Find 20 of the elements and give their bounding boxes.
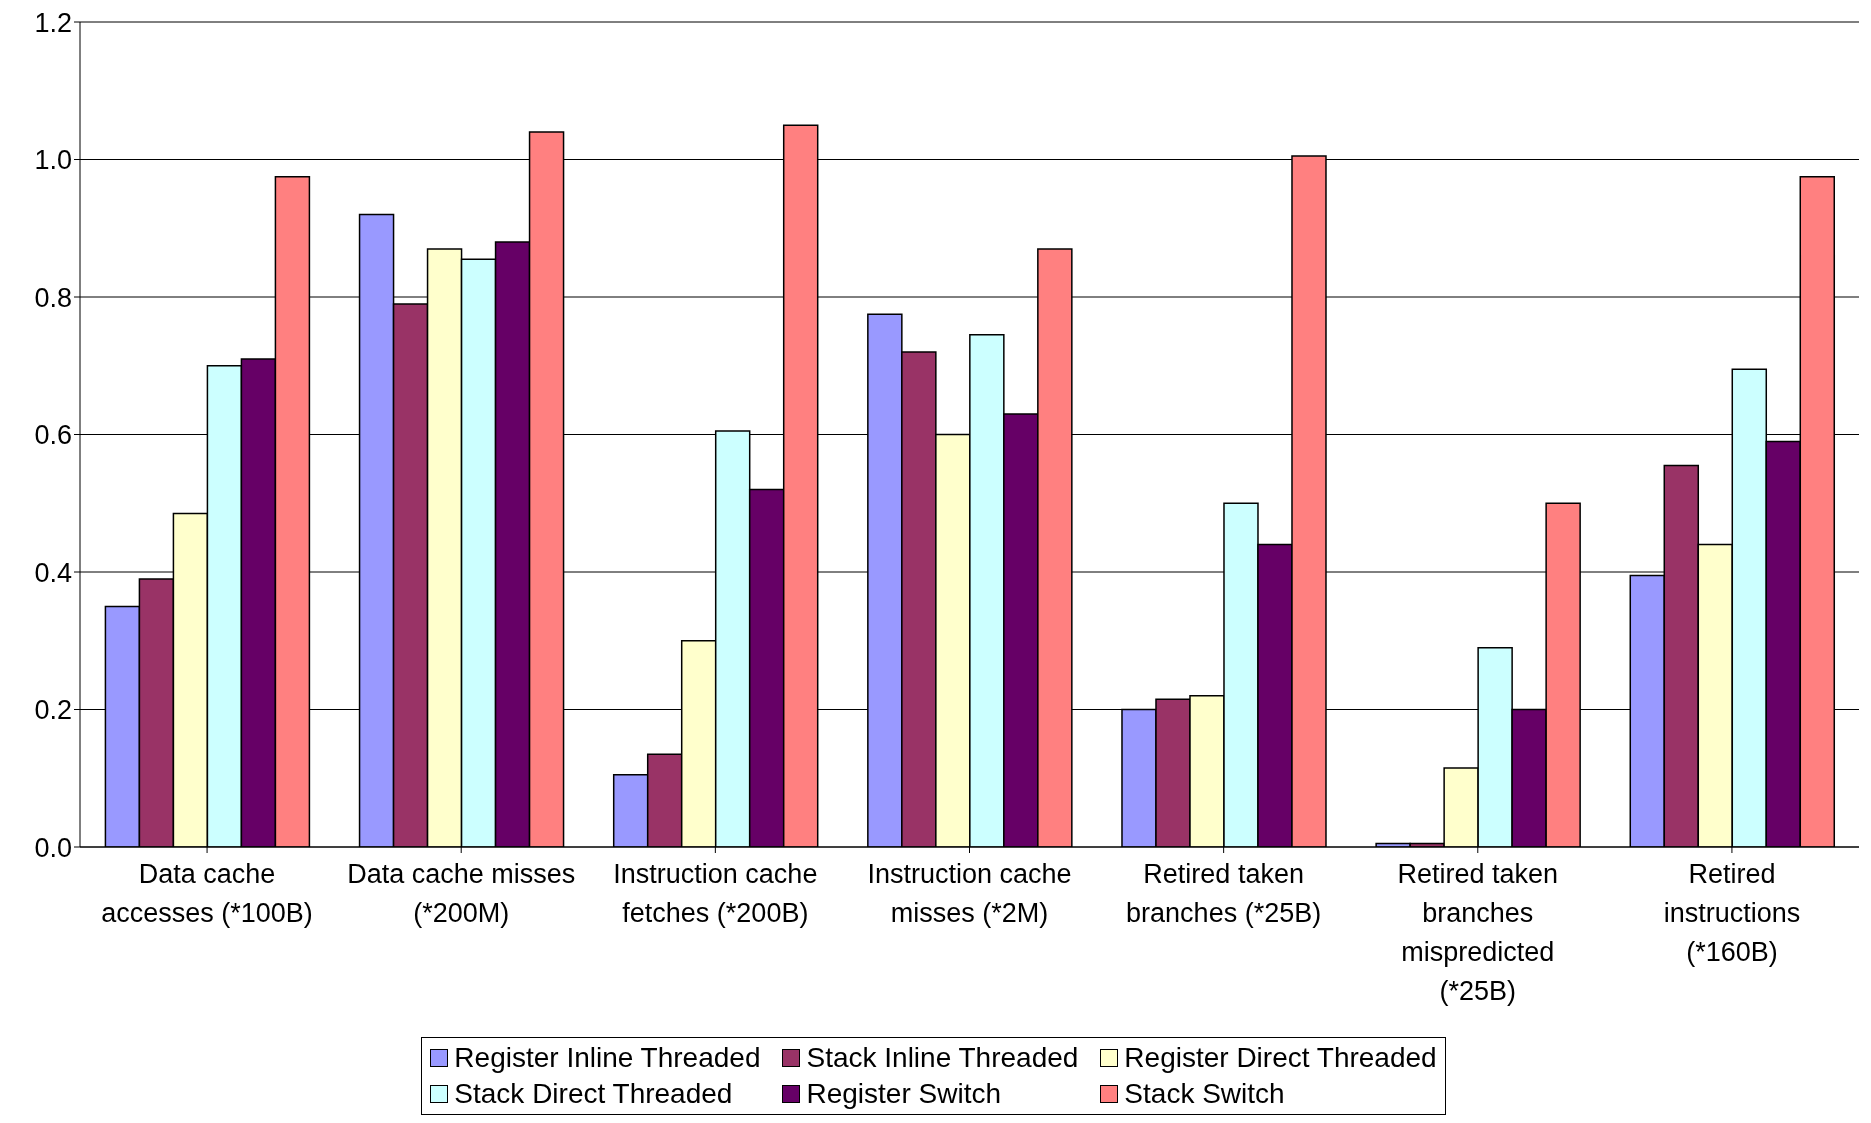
legend-label: Register Inline Threaded	[454, 1042, 761, 1074]
y-tick-label: 0.6	[34, 420, 72, 451]
x-tick-label: Data cache misses (*200M)	[347, 859, 576, 928]
x-tick-label: Instruction cache fetches (*200B)	[613, 859, 818, 928]
x-tick-label: Retired taken branches (*25B)	[1126, 859, 1322, 928]
y-tick-label: 0.0	[34, 832, 72, 863]
y-tick-label: 0.8	[34, 282, 72, 313]
y-tick-label: 1.0	[34, 145, 72, 176]
y-tick-label: 1.2	[34, 7, 72, 38]
x-tick-label: Instruction cache misses (*2M)	[867, 859, 1072, 928]
y-tick-label: 0.2	[34, 695, 72, 726]
legend-label: Stack Direct Threaded	[454, 1078, 733, 1110]
x-tick-label: Data cache accesses (*100B)	[101, 859, 313, 928]
x-tick-label: Retired instructions (*160B)	[1663, 859, 1801, 967]
y-tick-label: 0.4	[34, 557, 72, 588]
legend-label: Register Switch	[806, 1078, 1001, 1110]
legend-label: Stack Inline Threaded	[806, 1042, 1079, 1074]
x-tick-label: Retired taken branches mispredicted (*25B)	[1397, 859, 1559, 1006]
legend-label: Stack Switch	[1124, 1078, 1285, 1110]
legend-label: Register Direct Threaded	[1124, 1042, 1437, 1074]
